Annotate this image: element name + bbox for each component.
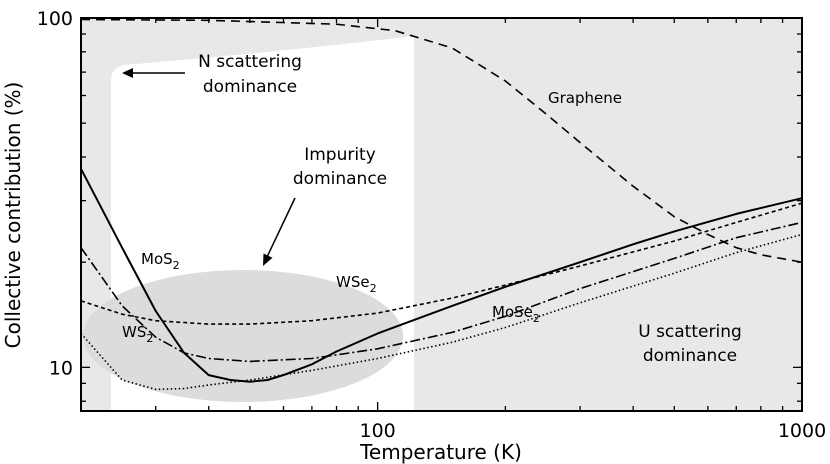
series-labels: Graphene MoS2 WSe2 WS2 MoSe2 bbox=[122, 89, 622, 345]
series-line-graphene bbox=[80, 18, 803, 263]
series-label-mos2: MoS2 bbox=[141, 250, 180, 272]
x-axis-title: Temperature (K) bbox=[359, 440, 522, 464]
x-tick-label: 100 bbox=[359, 420, 395, 442]
series-label-ws2: WS2 bbox=[122, 323, 153, 345]
series-label-wse2: WSe2 bbox=[336, 273, 377, 295]
n-scattering-region-upper bbox=[81, 18, 414, 411]
n-scattering-label-line1: N scattering bbox=[198, 52, 302, 72]
n-scattering-arrow bbox=[122, 68, 185, 78]
y-axis-title: Collective contribution (%) bbox=[1, 82, 25, 349]
series-label-graphene: Graphene bbox=[548, 89, 622, 107]
y-tick-label: 10 bbox=[49, 357, 73, 379]
x-tick-label: 1000 bbox=[778, 420, 826, 442]
series-line-wse2 bbox=[80, 202, 803, 325]
u-scattering-label-line2: dominance bbox=[643, 346, 737, 366]
n-scattering-label-line2: dominance bbox=[203, 77, 297, 97]
series-label-mose2: MoSe2 bbox=[492, 303, 540, 325]
impurity-label-line2: dominance bbox=[293, 169, 387, 189]
u-scattering-label-line1: U scattering bbox=[638, 322, 742, 342]
impurity-arrow bbox=[263, 197, 296, 266]
impurity-region bbox=[83, 270, 403, 402]
series-line-ws2 bbox=[80, 221, 803, 363]
axis-ticks: 100 1000 10 100 bbox=[37, 8, 826, 442]
y-tick-label: 100 bbox=[37, 8, 73, 30]
impurity-label-line1: Impurity bbox=[304, 145, 376, 165]
series-layer bbox=[80, 18, 803, 391]
u-scattering-region bbox=[414, 18, 802, 411]
plot-frame bbox=[80, 17, 803, 412]
